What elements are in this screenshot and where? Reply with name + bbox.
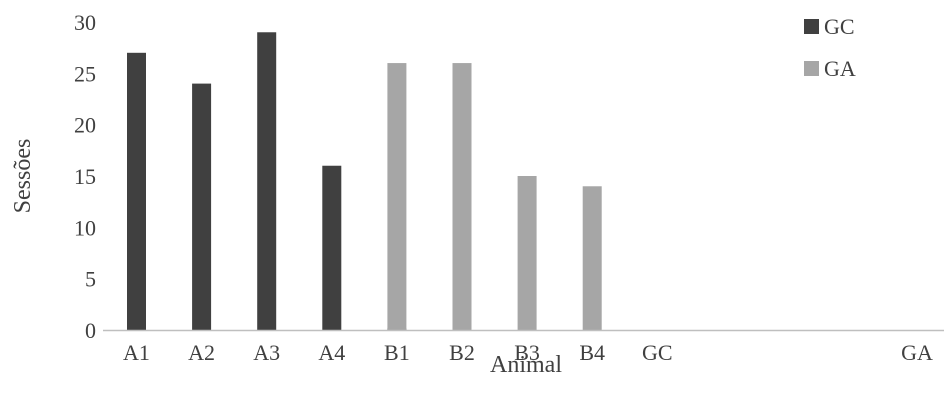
y-tick-label: 20 — [74, 113, 96, 138]
bar-ga-b2 — [452, 63, 472, 331]
y-axis-ticks: 0 5 10 15 20 25 30 — [74, 10, 96, 343]
legend-label-ga: GA — [824, 56, 856, 81]
y-axis-title: Sessões — [10, 139, 36, 214]
bars — [127, 32, 602, 331]
bar-gc-a1 — [127, 52, 146, 331]
x-tick-label: GA — [901, 340, 933, 365]
y-tick-label: 30 — [74, 10, 96, 35]
bar-ga-b1 — [387, 63, 407, 331]
y-tick-label: 25 — [74, 61, 96, 86]
x-tick-label: A4 — [318, 340, 345, 365]
bar-gc-a3 — [257, 32, 277, 331]
x-tick-label: B3 — [514, 340, 540, 365]
bar-ga-b4 — [582, 186, 602, 330]
x-tick-label: A2 — [188, 340, 215, 365]
x-tick-label: B1 — [384, 340, 410, 365]
y-tick-label: 0 — [85, 318, 96, 343]
legend-swatch-gc — [804, 19, 819, 34]
y-tick-label: 10 — [74, 215, 96, 240]
bar-gc-a2 — [192, 83, 212, 330]
x-axis-title: Animal — [490, 352, 562, 378]
bar-gc-a4 — [322, 165, 342, 330]
legend: GC GA — [804, 14, 856, 81]
legend-label-gc: GC — [824, 14, 855, 39]
x-tick-label: GC — [642, 340, 673, 365]
x-axis-ticks: A1 A2 A3 A4 B1 B2 B3 B4 GC GA — [123, 340, 933, 365]
x-tick-label: B4 — [579, 340, 605, 365]
x-tick-label: A1 — [123, 340, 150, 365]
y-tick-label: 15 — [74, 164, 96, 189]
legend-swatch-ga — [804, 61, 819, 76]
y-tick-label: 5 — [85, 267, 96, 292]
x-tick-label: B2 — [449, 340, 475, 365]
x-tick-label: A3 — [253, 340, 280, 365]
bar-ga-b3 — [517, 176, 537, 330]
